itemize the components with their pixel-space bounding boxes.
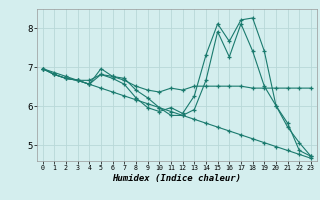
X-axis label: Humidex (Indice chaleur): Humidex (Indice chaleur) bbox=[112, 174, 241, 183]
